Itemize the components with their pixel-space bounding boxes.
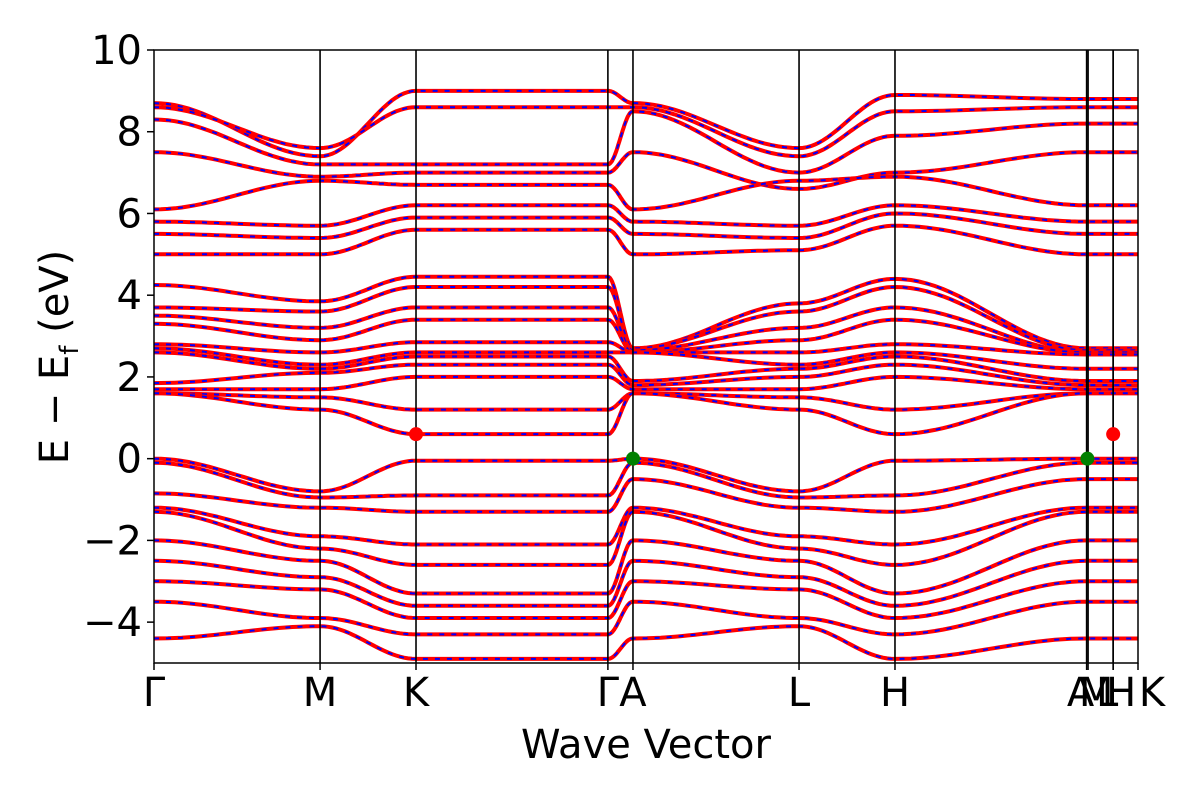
- x-tick-label: A: [619, 670, 647, 716]
- x-tick-label: M: [303, 670, 338, 716]
- band-line-overlay-valence-4: [154, 510, 1138, 566]
- bands-layer: [154, 88, 1138, 661]
- y-axis: 10 8 6 4 2 0 −2 −4: [83, 28, 154, 646]
- x-tick-label: L: [788, 670, 811, 716]
- y-tick-label: 0: [117, 437, 142, 483]
- band-line-overlay-high-0: [154, 89, 1138, 158]
- band-edge-marker: [625, 451, 640, 466]
- band-line-overlay-high-5: [154, 204, 1138, 227]
- band-line-conduction-10: [154, 391, 1138, 437]
- y-axis-label-sub: f: [55, 345, 85, 355]
- y-tick-label: −4: [83, 600, 142, 646]
- band-line-overlay-high-2: [154, 110, 1138, 174]
- band-line-overlay-valence-3: [154, 506, 1138, 546]
- band-line-overlay-valence-9: [154, 625, 1138, 660]
- y-axis-label-unit: (eV): [32, 250, 78, 346]
- band-line-high-4: [154, 174, 1138, 212]
- x-tick-label: Γ: [597, 670, 620, 716]
- band-line-overlay-valence-5: [154, 539, 1138, 595]
- x-tick-label: K: [403, 670, 431, 716]
- y-axis-label: E − Ef (eV): [32, 250, 85, 465]
- x-tick-label: Γ: [143, 670, 166, 716]
- band-line-valence-9: [154, 624, 1138, 661]
- band-line-overlay-high-7: [154, 224, 1138, 256]
- band-line-overlay-high-1: [154, 106, 1138, 158]
- y-tick-label: 2: [117, 355, 142, 401]
- band-line-valence-7: [154, 579, 1138, 621]
- y-tick-label: −2: [83, 518, 142, 564]
- band-edge-markers: [409, 427, 1121, 466]
- band-line-overlay-valence-6: [154, 559, 1138, 607]
- band-line-high-1: [154, 105, 1138, 159]
- high-symmetry-lines: [319, 50, 1114, 663]
- x-tick-label: L: [1096, 670, 1119, 716]
- y-tick-label: 10: [91, 28, 142, 74]
- x-tick-label: K: [1139, 670, 1167, 716]
- y-tick-label: 4: [117, 273, 142, 319]
- band-line-overlay-conduction-9: [154, 392, 1138, 411]
- y-axis-label-main: E − E: [32, 355, 78, 465]
- band-line-overlay-valence-0: [154, 457, 1138, 493]
- band-line-overlay-conduction-7: [154, 363, 1138, 387]
- x-tick-label: H: [880, 670, 910, 716]
- y-tick-label: 6: [117, 191, 142, 237]
- x-tick-label: M: [1079, 670, 1114, 716]
- band-edge-marker: [409, 427, 424, 442]
- band-line-overlay-conduction-0: [154, 275, 1138, 350]
- x-tick-label: A: [1067, 670, 1095, 716]
- y-tick-label: 8: [117, 110, 142, 156]
- band-edge-marker: [1106, 427, 1121, 442]
- x-axis-label: Wave Vector: [521, 722, 772, 768]
- band-edge-marker: [1080, 451, 1095, 466]
- plot-frame: [153, 49, 1139, 664]
- x-tick-label: H: [1106, 670, 1136, 716]
